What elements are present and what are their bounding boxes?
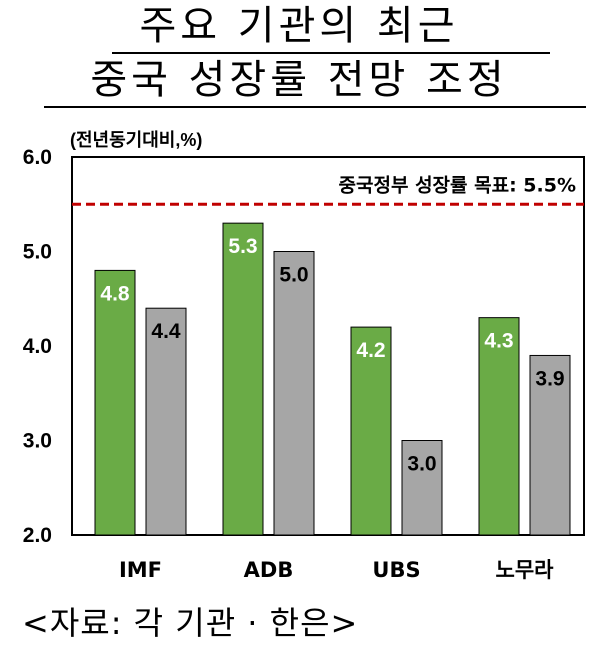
y-axis-ticks: 2.0 3.0 4.0 5.0 6.0 xyxy=(23,146,52,547)
plot-area-frame xyxy=(71,156,585,536)
y-axis-label: (전년동기대비,%) xyxy=(70,130,202,150)
y-tick-label-4: 6.0 xyxy=(23,146,52,169)
bar-value-label-2-1: 3.0 xyxy=(407,453,436,476)
y-tick-label-0: 2.0 xyxy=(23,524,52,547)
chart-title-line-1: 주요 기관의 최근 xyxy=(139,3,459,49)
x-category-label-1: ADB xyxy=(244,558,294,582)
bar-value-label-1-1: 5.0 xyxy=(279,264,308,287)
bar-1-0 xyxy=(222,222,264,536)
bar-0-1 xyxy=(145,307,187,536)
y-tick-label-3: 5.0 xyxy=(23,241,52,264)
target-reference-label: 중국정부 성장률 목표: 5.5% xyxy=(339,174,576,196)
bar-2-0 xyxy=(350,326,392,536)
x-category-label-3: 노무라 xyxy=(496,558,555,582)
x-axis-labels: IMF ADB UBS 노무라 xyxy=(119,558,554,582)
bar-1-1 xyxy=(273,251,315,536)
bar-2-1 xyxy=(401,440,443,536)
bars-group: 4.8 4.4 5.3 5.0 4.2 3.0 4.3 3.9 xyxy=(94,222,571,536)
source-note: <자료: 각 기관 · 한은> xyxy=(22,604,359,642)
bar-value-label-2-0: 4.2 xyxy=(356,339,385,362)
bar-chart: (전년동기대비,%) 2.0 3.0 4.0 5.0 6.0 중국정부 성장률 목표: … xyxy=(23,130,585,582)
bar-value-label-3-0: 4.3 xyxy=(484,330,513,353)
bar-value-label-0-1: 4.4 xyxy=(151,320,181,343)
x-category-label-2: UBS xyxy=(372,558,420,582)
bar-3-1 xyxy=(529,354,571,536)
bar-3-0 xyxy=(478,317,520,536)
title-underline-1 xyxy=(112,52,550,54)
bar-value-label-1-0: 5.3 xyxy=(228,235,257,258)
title-underline-2 xyxy=(44,106,586,108)
bar-0-0 xyxy=(94,269,136,536)
y-tick-label-1: 3.0 xyxy=(23,430,52,453)
bar-value-label-3-1: 3.9 xyxy=(535,367,564,390)
target-reference-line-group: 중국정부 성장률 목표: 5.5% xyxy=(72,174,584,206)
y-tick-label-2: 4.0 xyxy=(23,335,52,358)
bar-value-label-0-0: 4.8 xyxy=(100,282,130,305)
chart-title-line-2: 중국 성장률 전망 조정 xyxy=(90,57,508,103)
x-category-label-0: IMF xyxy=(119,558,162,582)
